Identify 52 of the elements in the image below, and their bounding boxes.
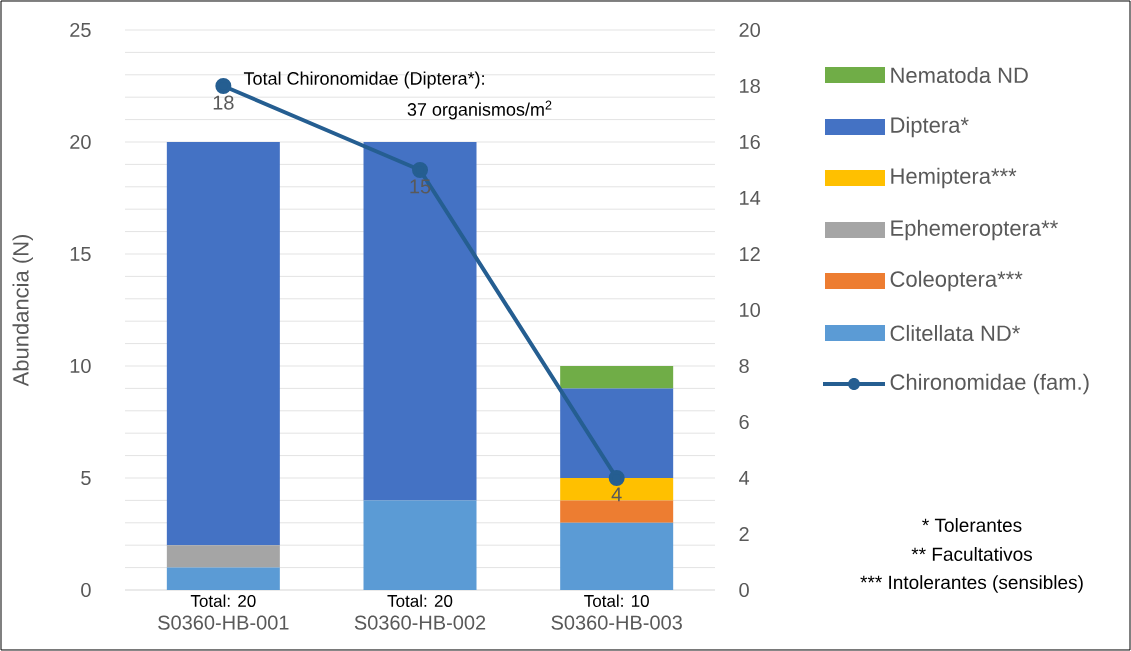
legend-label: Chironomidae (fam.) [890,373,1089,395]
y-tick-label: 15 [70,247,91,261]
bar [560,365,674,389]
y2-tick-label: 20 [739,22,760,38]
legend-label: Hemiptera*** [891,167,1017,189]
bar [363,500,477,590]
legend-label: Nematoda ND [891,66,1028,84]
point [412,161,429,178]
y2-tick-label: 0 [739,582,749,598]
y-tick-label: 10 [70,358,91,374]
y2-tick-label: 6 [739,414,749,430]
bar [560,388,674,478]
total-label: Total: 10 [584,594,649,607]
point [608,469,625,486]
y2-tick-label: 18 [740,78,760,94]
legend-label: Coleoptera*** [890,270,1023,292]
y-axis-title: Abundancia (N) [12,234,33,387]
y2-tick-label: 4 [738,471,750,485]
annotation: 37 organismos/m$^{2}$ [407,100,552,120]
x-tick-label: S0360-HB-001 [158,615,289,630]
y2-tick-label: 8 [739,358,749,374]
legend-label: Clitellata ND* [890,324,1020,342]
bar [560,522,674,590]
annotation: Total Chironomidae (Diptera*): [243,71,484,89]
bar [560,477,674,501]
bar [166,141,280,546]
y-tick-label: 20 [70,134,91,150]
text: *** Intolerantes (sensibles) [860,575,1083,593]
y-tick-label: 25 [70,22,91,38]
legend-label: Diptera* [891,116,969,138]
point [215,77,232,94]
bar [363,141,477,501]
data-label: 4 [611,487,622,502]
y2-tick-label: 10 [740,302,760,318]
data-label: 15 [410,179,431,194]
y-tick-label: 5 [81,471,91,485]
text: ** Facultativos [911,547,1032,561]
y2-tick-label: 12 [740,247,760,261]
x-tick-label: S0360-HB-003 [551,615,682,630]
y2-tick-label: 16 [740,134,760,150]
y2-tick-label: 2 [739,527,749,541]
bar [166,545,280,568]
total-label: Total: 20 [387,594,453,607]
y-tick-label: 0 [81,582,91,598]
bar [166,567,280,590]
data-label: 18 [213,95,234,110]
legend-label: Ephemeroptera** [891,219,1058,241]
x-tick-label: S0360-HB-002 [354,615,486,630]
text: * Tolerantes [922,518,1022,532]
y2-tick-label: 14 [740,191,761,205]
bar [560,500,674,523]
total-label: Total: 20 [190,594,256,607]
